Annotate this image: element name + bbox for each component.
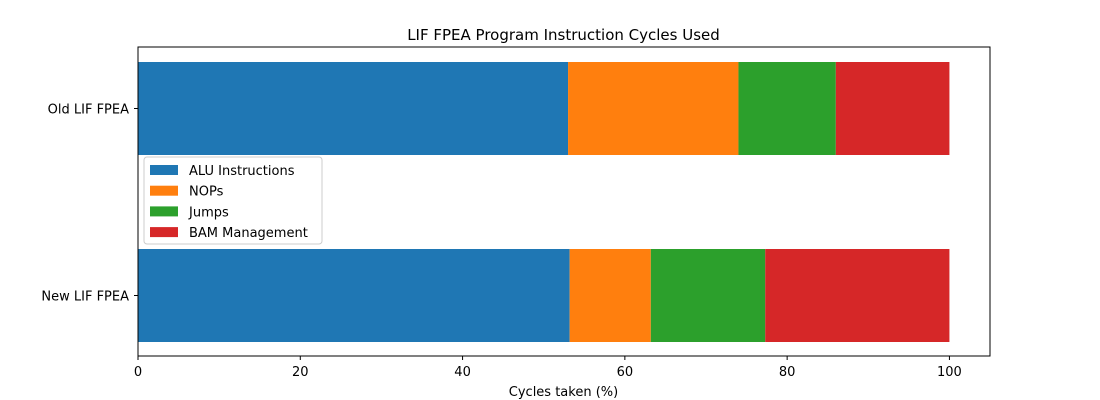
x-tick-label: 40	[454, 365, 471, 380]
legend-box	[143, 156, 323, 245]
x-tick-label: 0	[134, 365, 142, 380]
x-tick-label: 60	[617, 365, 634, 380]
bar-old-lif-fpea-jumps	[738, 62, 836, 155]
y-tick-label: Old LIF FPEA	[48, 103, 129, 118]
bar-old-lif-fpea-nops	[568, 62, 739, 155]
legend-swatch	[150, 206, 178, 217]
bar-old-lif-fpea-alu-instructions	[138, 62, 569, 155]
x-tick-label: 80	[779, 365, 796, 380]
x-axis: 0 20 40 60 80 100	[134, 356, 962, 380]
x-tick-label: 100	[937, 365, 962, 380]
bar-new-lif-fpea-nops	[569, 249, 651, 342]
bar-old-lif-fpea-bam-management	[835, 62, 950, 155]
legend-entry-label[interactable]: Jumps	[188, 205, 229, 220]
legend-swatch	[150, 185, 178, 196]
y-axis: Old LIF FPEA New LIF FPEA	[41, 103, 138, 305]
plot-frame	[137, 46, 991, 357]
legend-swatch	[150, 227, 178, 238]
bar-new-lif-fpea-alu-instructions	[138, 249, 570, 342]
legend-entry-label[interactable]: BAM Management	[189, 226, 308, 241]
bar-new-lif-fpea-jumps	[650, 249, 766, 342]
bar-new-lif-fpea-bam-management	[765, 249, 950, 342]
x-axis-label: Cycles taken (%)	[509, 385, 618, 400]
legend-swatch	[150, 165, 178, 175]
x-tick-label: 20	[292, 365, 309, 380]
legend-entry-label[interactable]: NOPs	[189, 185, 224, 200]
bars-layer	[138, 62, 950, 342]
chart-title: LIF FPEA Program Instruction Cycles Used	[407, 26, 720, 44]
legend[interactable]: ALU Instructions NOPs Jumps BAM Management	[143, 156, 323, 245]
y-tick-label: New LIF FPEA	[41, 290, 129, 305]
legend-entry-label[interactable]: ALU Instructions	[189, 164, 295, 179]
